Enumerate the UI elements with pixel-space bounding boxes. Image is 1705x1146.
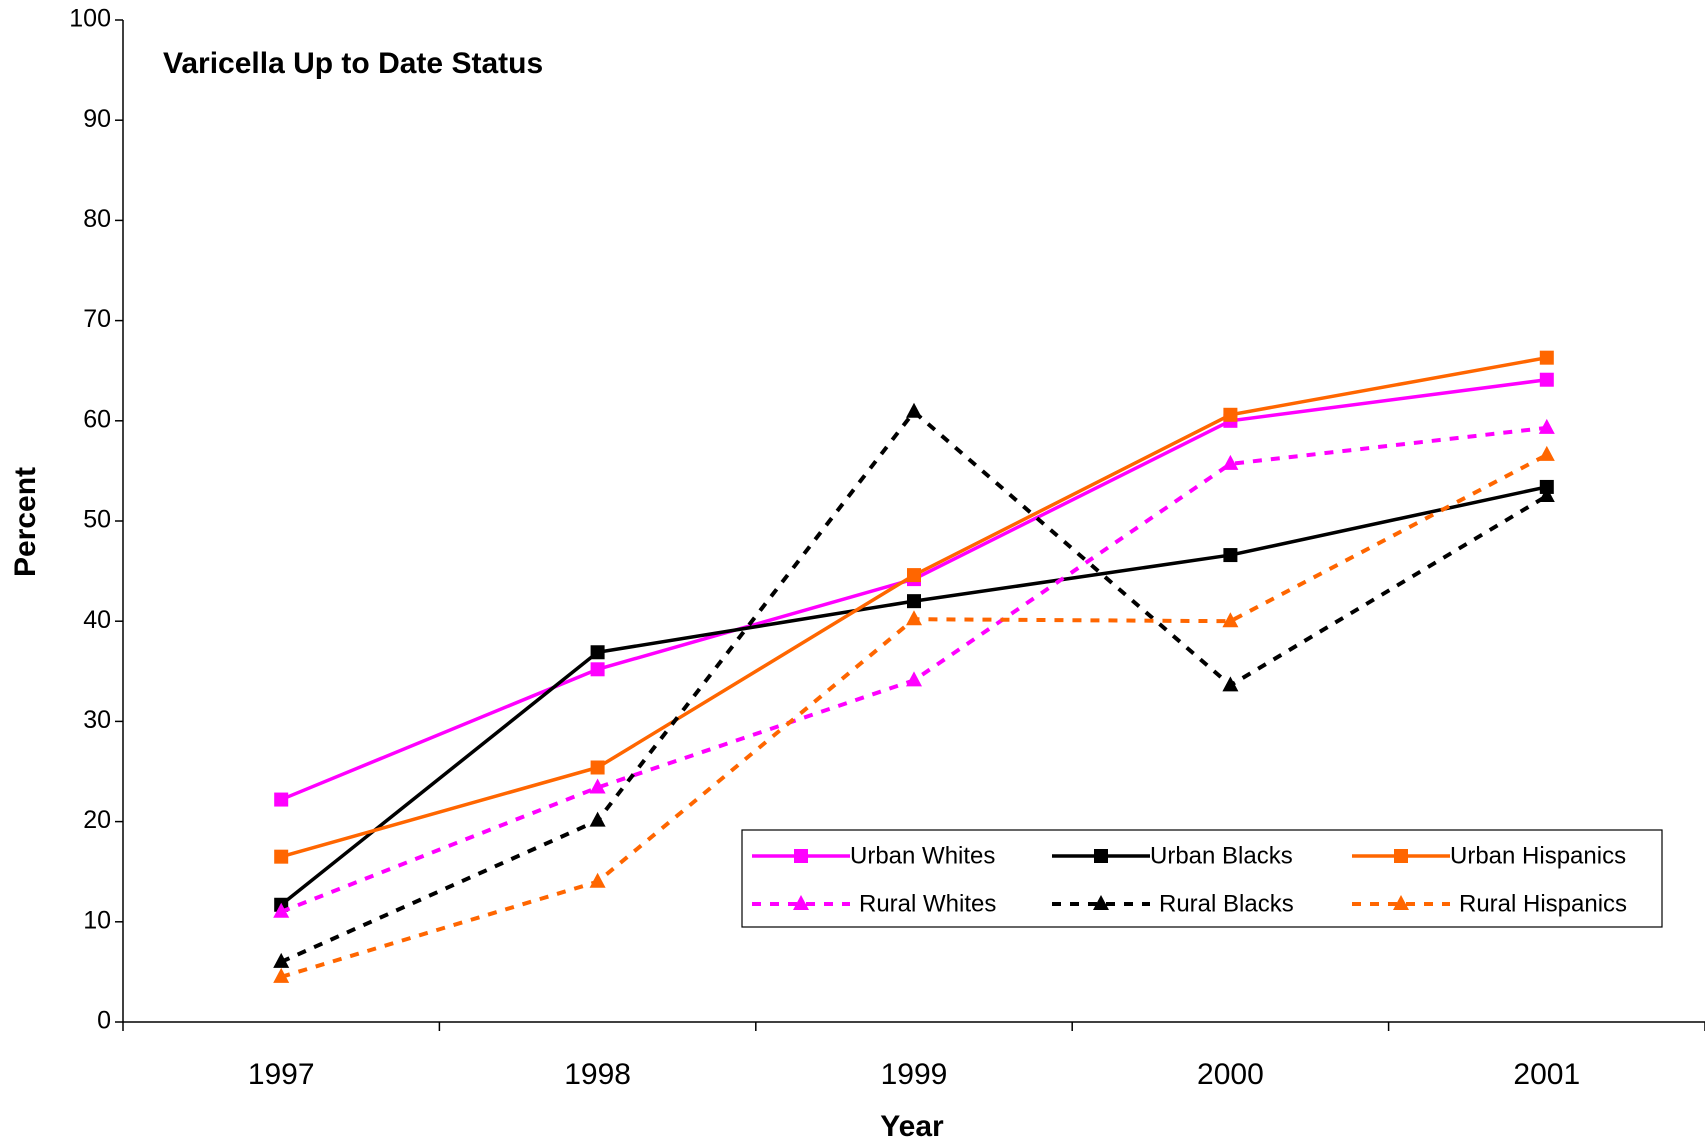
y-tick-label: 10 [83,906,111,934]
point [1222,612,1239,628]
legend-marker [1394,849,1408,863]
point [906,610,922,626]
point [1538,445,1555,461]
point [589,872,606,888]
point [590,760,605,775]
point [273,952,290,968]
point [1538,418,1555,434]
point [1223,407,1238,422]
y-tick-label: 20 [83,806,111,834]
series [273,402,1555,968]
x-tick-label: 1997 [248,1058,315,1091]
chart-title: Varicella Up to Date Status [163,47,543,80]
point [1539,350,1554,365]
legend-label: Rural Whites [859,890,996,917]
x-tick-label: 2001 [1513,1058,1580,1091]
legend-marker [793,895,809,910]
legend-label: Urban Blacks [1150,842,1293,869]
series [274,372,1554,807]
x-tick-label: 1999 [881,1058,948,1091]
x-tick-label: 1998 [564,1058,631,1091]
series [274,479,1554,912]
x-tick-label: 2000 [1197,1058,1264,1091]
y-tick-label: 80 [83,205,111,233]
point [1538,486,1555,502]
legend-label: Rural Hispanics [1459,890,1627,917]
point [590,645,605,660]
y-tick-label: 90 [83,105,111,133]
series-line [280,408,1548,964]
y-tick-label: 70 [83,305,111,333]
legend-label: Urban Whites [850,842,995,869]
point [1539,479,1554,494]
legend-box [741,829,1663,928]
point [906,402,922,418]
y-tick-label: 30 [83,706,111,734]
legend-marker [1094,849,1108,863]
y-tick-label: 60 [83,405,111,433]
point [1223,548,1238,563]
point [907,568,921,583]
y-tick-label: 0 [97,1007,111,1035]
point [589,778,606,794]
legend-marker [1393,895,1409,910]
y-axis-label: Percent [9,467,42,577]
series [273,418,1555,918]
series [274,350,1554,864]
point [1222,676,1239,692]
y-tick-label: 100 [69,5,111,33]
point [273,902,290,918]
y-tick-label: 50 [83,506,111,534]
legend-marker [794,849,808,863]
point [274,849,289,864]
point [1539,372,1554,387]
point [273,967,290,983]
point [1222,454,1239,470]
series [273,445,1555,983]
point [590,662,605,677]
point [907,594,921,609]
y-tick-label: 40 [83,606,111,634]
point [274,792,289,807]
series-line [280,377,1548,802]
x-axis-label: Year [880,1110,944,1143]
legend-marker [1093,895,1109,910]
legend-label: Urban Hispanics [1450,842,1626,869]
point [589,811,606,827]
point [906,671,922,687]
legend-label: Rural Blacks [1159,890,1294,917]
